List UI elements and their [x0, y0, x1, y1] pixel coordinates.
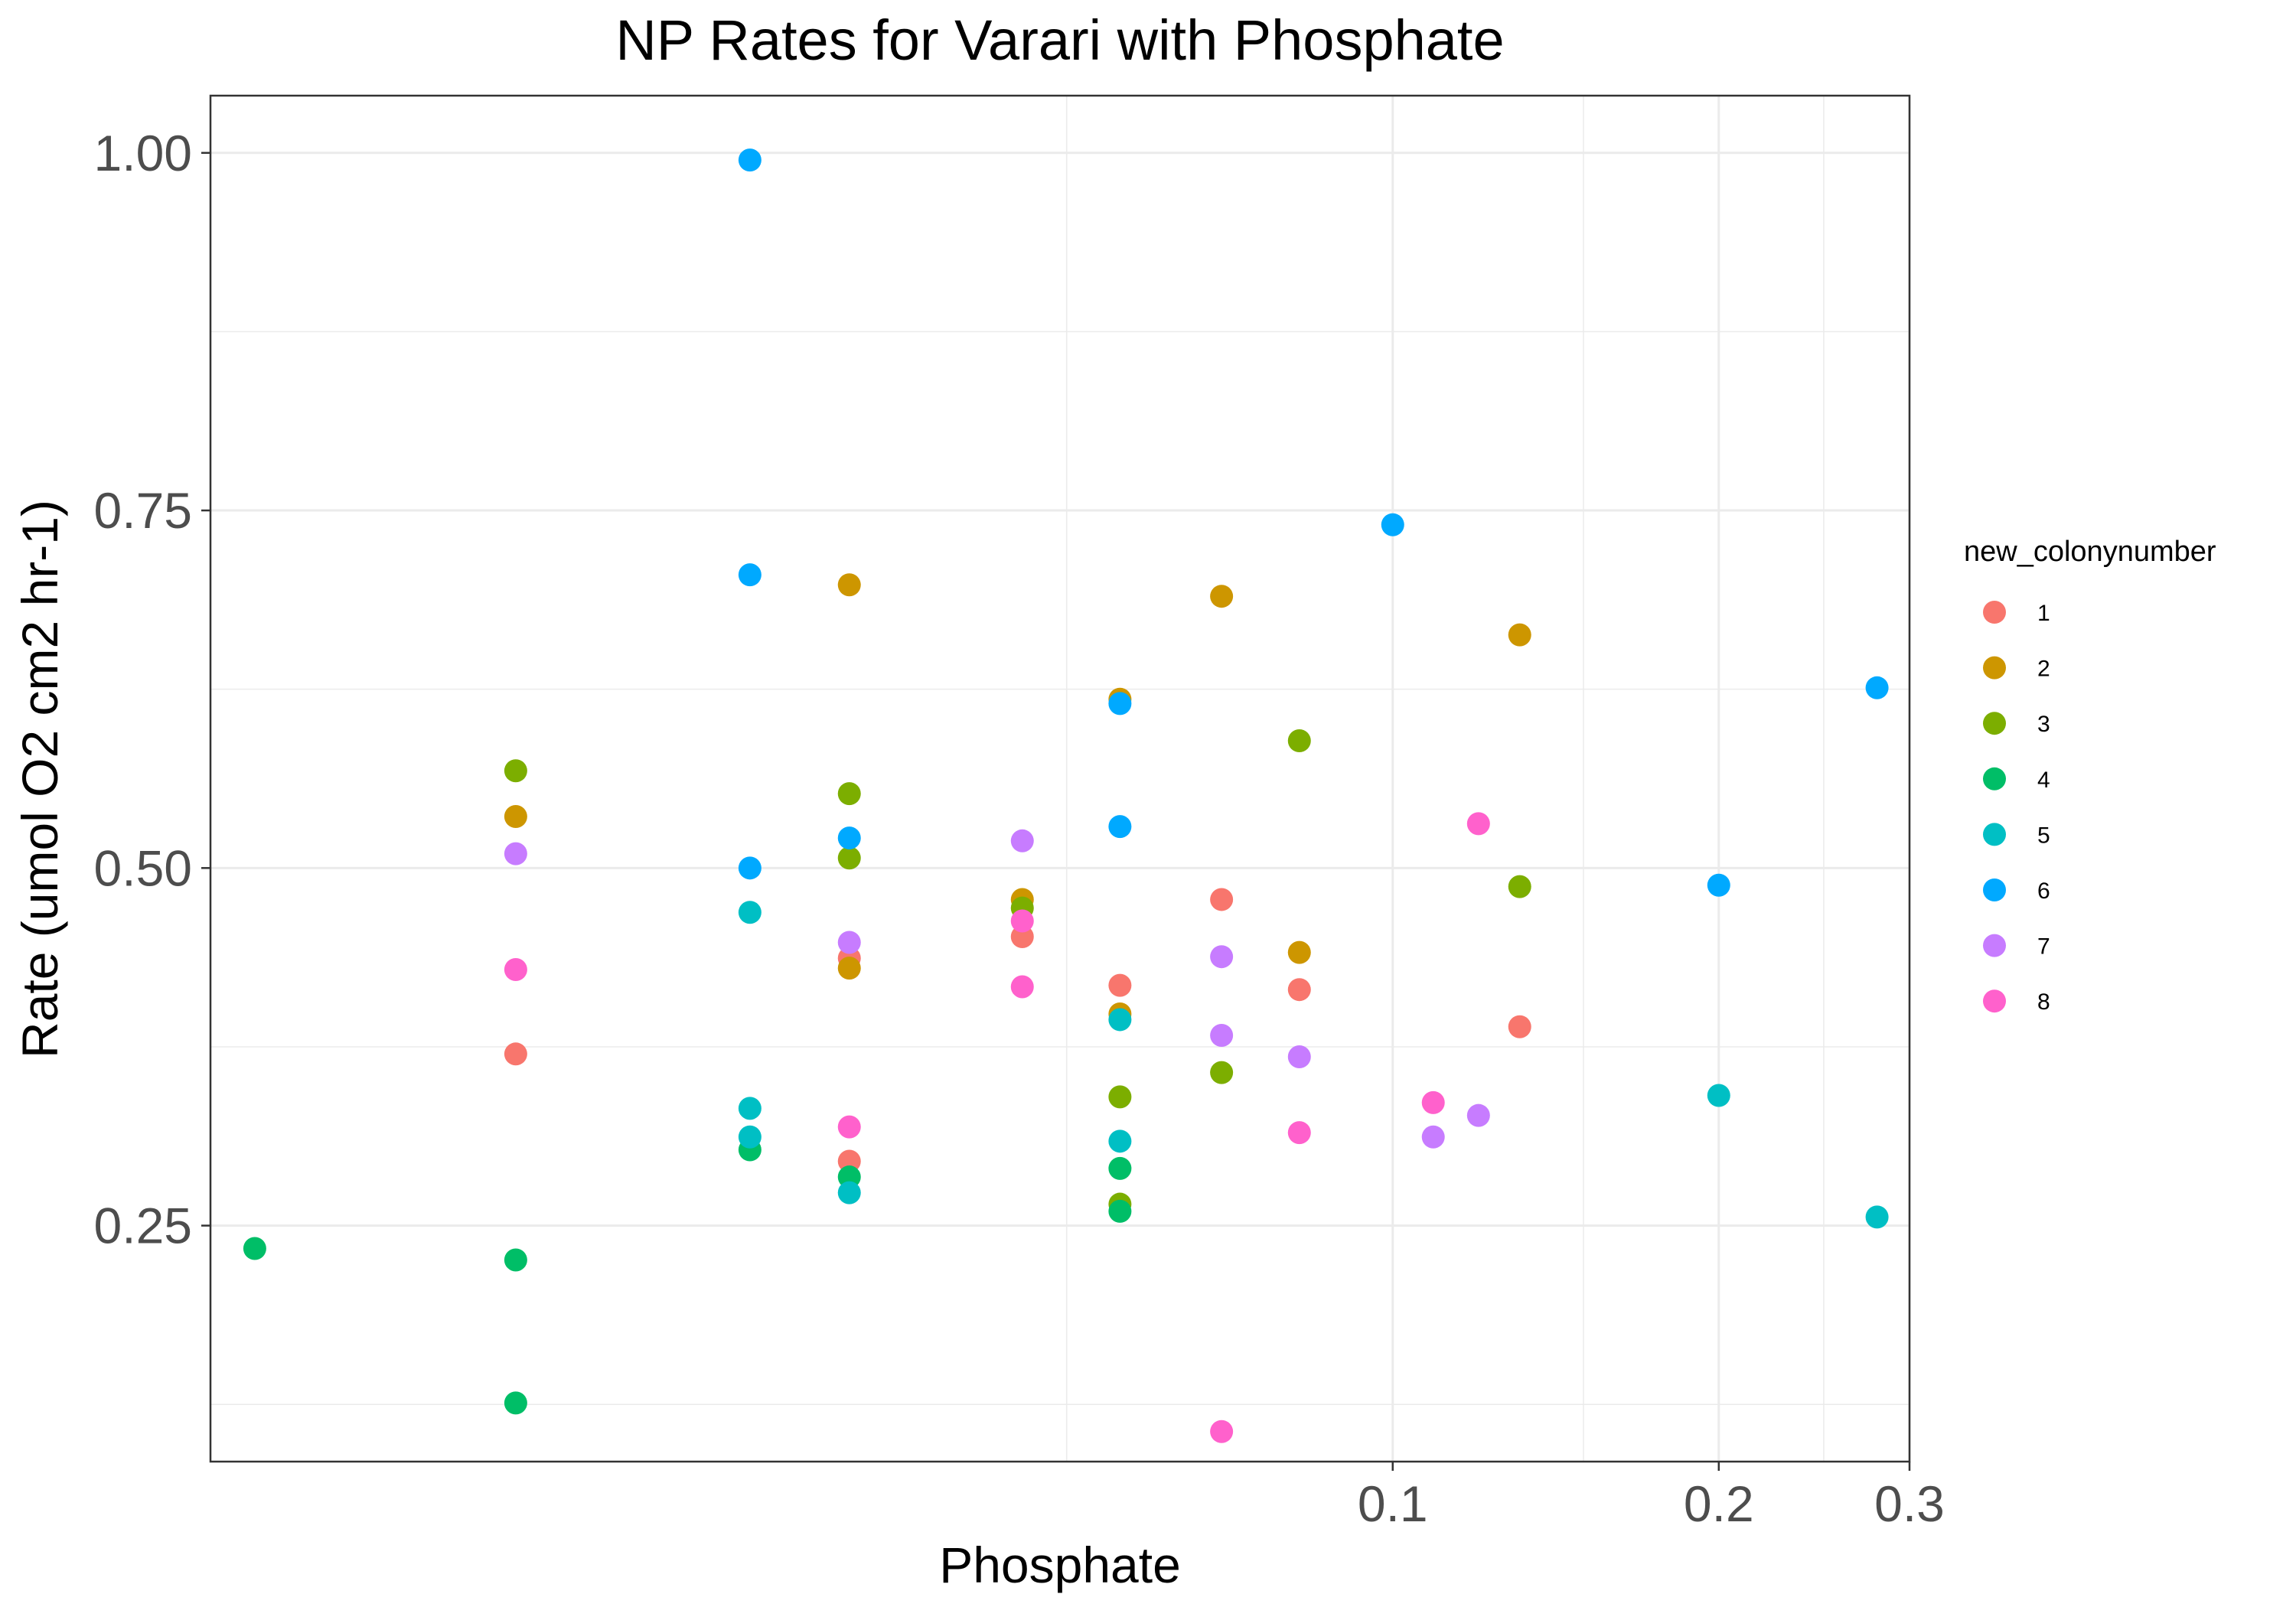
legend-key-colony-2	[1983, 656, 2006, 680]
data-point-colony-6	[837, 826, 861, 850]
legend-items: 1 2 3 4 5 6 7 8	[1983, 601, 2050, 1015]
data-point-colony-4	[243, 1237, 266, 1260]
legend-label-colony-6: 6	[2037, 878, 2050, 904]
legend: new_colonynumber 1 2 3 4 5 6 7 8	[1964, 536, 2216, 1015]
data-point-colony-3	[504, 759, 527, 783]
data-point-colony-8	[1010, 975, 1034, 999]
x-axis-ticks: 0.1 0.2 0.3	[1358, 1462, 1945, 1532]
y-axis-title: Rate (umol O2 cm2 hr-1)	[11, 500, 68, 1058]
data-point-colony-6	[1707, 873, 1730, 897]
data-point-colony-4	[1108, 1156, 1132, 1180]
y-tick-label: 0.50	[94, 839, 192, 896]
legend-key-colony-7	[1983, 934, 2006, 957]
legend-key-colony-1	[1983, 601, 2006, 624]
chart-title: NP Rates for Varari with Phosphate	[615, 8, 1504, 72]
data-point-colony-7	[1466, 1103, 1490, 1127]
y-tick-label: 1.00	[94, 125, 192, 181]
legend-label-colony-1: 1	[2037, 601, 2050, 626]
data-point-colony-5	[1108, 1008, 1132, 1032]
x-tick-label: 0.1	[1358, 1475, 1428, 1532]
data-point-colony-3	[1508, 875, 1531, 898]
data-point-colony-8	[1466, 812, 1490, 836]
data-point-colony-5	[1108, 1129, 1132, 1153]
data-point-colony-5	[738, 1125, 762, 1149]
legend-key-colony-5	[1983, 823, 2006, 846]
data-point-colony-3	[1210, 1061, 1234, 1084]
data-point-colony-2	[837, 573, 861, 597]
y-tick-label: 0.25	[94, 1198, 192, 1254]
legend-label-colony-2: 2	[2037, 657, 2050, 682]
data-point-colony-7	[504, 842, 527, 865]
data-point-colony-5	[837, 1181, 861, 1204]
data-point-colony-1	[1210, 888, 1234, 911]
data-point-colony-7	[1210, 1024, 1234, 1048]
data-point-colony-4	[1108, 1199, 1132, 1223]
x-axis-title: Phosphate	[939, 1537, 1181, 1593]
y-axis-ticks: 0.25 0.50 0.75 1.00	[94, 125, 210, 1254]
data-point-colony-8	[1287, 1121, 1311, 1145]
legend-key-colony-4	[1983, 767, 2006, 790]
data-point-colony-8	[1421, 1090, 1445, 1114]
data-point-colony-4	[504, 1248, 527, 1272]
x-tick-label: 0.2	[1684, 1475, 1754, 1532]
data-point-colony-1	[1287, 978, 1311, 1002]
data-point-colony-2	[1210, 585, 1234, 608]
x-tick-label: 0.3	[1874, 1475, 1945, 1532]
data-point-colony-3	[837, 782, 861, 806]
data-point-colony-4	[837, 1165, 861, 1189]
legend-key-colony-3	[1983, 712, 2006, 735]
legend-label-colony-3: 3	[2037, 712, 2050, 737]
data-point-colony-6	[738, 148, 762, 172]
data-point-colony-7	[1210, 945, 1234, 969]
data-point-colony-6	[1108, 692, 1132, 715]
data-points	[243, 148, 1889, 1443]
legend-label-colony-4: 4	[2037, 768, 2050, 793]
plot-border	[209, 94, 1911, 1463]
legend-label-colony-8: 8	[2037, 989, 2050, 1015]
legend-key-colony-8	[1983, 989, 2006, 1013]
data-point-colony-1	[504, 1042, 527, 1066]
minor-gridlines	[210, 96, 1910, 1462]
data-point-colony-7	[1287, 1045, 1311, 1069]
data-point-colony-2	[504, 805, 527, 829]
legend-title: new_colonynumber	[1964, 536, 2216, 568]
data-point-colony-1	[837, 1149, 861, 1173]
data-point-colony-1	[1010, 925, 1034, 949]
data-point-colony-2	[837, 957, 861, 980]
data-point-colony-8	[1010, 909, 1034, 933]
data-point-colony-6	[1381, 513, 1404, 536]
y-tick-label: 0.75	[94, 482, 192, 539]
data-point-colony-7	[1010, 829, 1034, 852]
data-point-colony-6	[738, 563, 762, 587]
plot-panel	[210, 96, 1910, 1462]
data-point-colony-3	[837, 846, 861, 870]
data-point-colony-6	[1865, 676, 1889, 699]
data-point-colony-8	[1210, 1420, 1234, 1443]
data-point-colony-8	[837, 1115, 861, 1139]
data-point-colony-3	[1287, 729, 1311, 752]
data-point-colony-7	[1421, 1125, 1445, 1149]
data-point-colony-5	[1865, 1205, 1889, 1229]
data-point-colony-5	[738, 901, 762, 924]
data-point-colony-6	[738, 856, 762, 880]
data-point-colony-5	[1707, 1084, 1730, 1107]
data-point-colony-8	[504, 958, 527, 982]
data-point-colony-2	[1508, 623, 1531, 647]
legend-key-colony-6	[1983, 878, 2006, 901]
legend-label-colony-7: 7	[2037, 934, 2050, 960]
data-point-colony-4	[504, 1391, 527, 1415]
data-point-colony-7	[837, 931, 861, 954]
data-point-colony-6	[1108, 815, 1132, 839]
legend-label-colony-5: 5	[2037, 823, 2050, 848]
data-point-colony-2	[1287, 940, 1311, 964]
data-point-colony-3	[1108, 1085, 1132, 1109]
data-point-colony-1	[1508, 1015, 1531, 1038]
data-point-colony-5	[738, 1097, 762, 1120]
data-point-colony-1	[1108, 973, 1132, 997]
